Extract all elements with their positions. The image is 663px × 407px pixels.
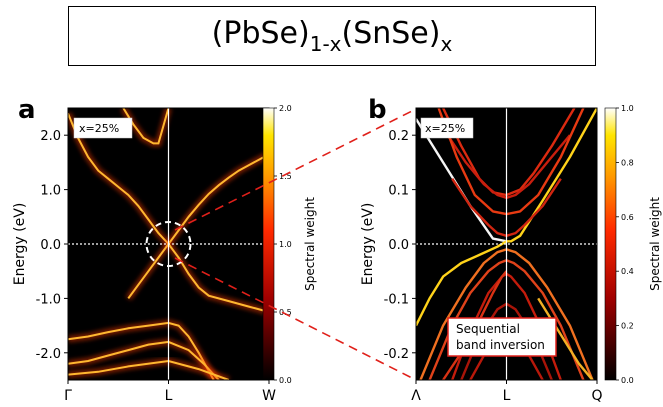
- title-part-2: (SnSe): [341, 16, 441, 51]
- colorbar-tick-label: 0.2: [621, 322, 634, 331]
- panel-a-overlay: [68, 108, 269, 380]
- inset-label-box: [447, 317, 557, 357]
- y-tick-label: -2.0: [36, 347, 61, 362]
- panel-a-annotation-box: [73, 117, 133, 139]
- colorbar-tick-label: 1.0: [621, 104, 634, 113]
- title-part-3: x: [440, 32, 453, 56]
- panel-b-colorbar: [604, 107, 617, 381]
- panel-a-y-axis: 2.0 1.0 0.0 -1.0 -2.0: [36, 129, 68, 362]
- x-tick-label: L: [165, 388, 173, 404]
- figure-title: (PbSe)1-x(SnSe)x: [68, 6, 596, 66]
- colorbar-tick-label: 0.0: [279, 376, 292, 385]
- title-part-1: 1-x: [309, 32, 342, 56]
- panel-b-annotation: x=25%: [425, 122, 465, 135]
- colorbar-tick-label: 0.0: [621, 376, 634, 385]
- x-tick-label: L: [503, 388, 511, 404]
- band-valence-left: [127, 243, 170, 299]
- panel-b-annotation-box: [420, 117, 474, 139]
- colorbar-tick-label: 2.0: [279, 104, 292, 113]
- y-tick-label: -1.0: [36, 292, 61, 307]
- y-tick-label: 0.2: [388, 129, 409, 144]
- band-v6: [442, 270, 508, 380]
- y-tick-label: 0.0: [388, 238, 409, 253]
- panel-a-colorbar: [262, 107, 275, 381]
- y-tick-label: 2.0: [40, 129, 61, 144]
- zoom-region-circle: [145, 221, 192, 267]
- title-part-0: (PbSe): [211, 16, 310, 51]
- x-tick-label: Q: [591, 388, 602, 404]
- x-tick-label: Λ: [411, 388, 421, 404]
- x-tick-label: Γ: [64, 388, 72, 404]
- y-tick-label: -0.2: [384, 347, 409, 362]
- colorbar-tick-label: 1.5: [279, 172, 292, 181]
- colorbar-tick-label: 0.4: [621, 267, 634, 276]
- band-deep-2: [68, 340, 220, 380]
- y-tick-label: -0.1: [384, 292, 409, 307]
- panel-b-colorbar-label: Spectral weight: [648, 197, 662, 291]
- panel-a-colorbar-ticks: 0.0 0.5 1.0 1.5 2.0: [274, 104, 292, 385]
- inset-label-line-2: band inversion: [456, 338, 545, 352]
- title-text: (PbSe)1-x(SnSe)x: [212, 16, 453, 56]
- panel-b-ylabel: Energy (eV): [360, 203, 376, 286]
- y-tick-label: 0.1: [388, 184, 409, 199]
- band-conduction-left: [68, 113, 170, 245]
- panel-a-ylabel: Energy (eV): [12, 203, 28, 286]
- colorbar-tick-label: 0.5: [279, 308, 292, 317]
- band-deep-3: [68, 359, 230, 380]
- panel-a-label: a: [18, 95, 36, 125]
- inset-label-line-1: Sequential: [456, 322, 520, 336]
- y-tick-label: 0.0: [40, 238, 61, 253]
- band-conduction-right: [167, 153, 269, 245]
- panel-b-y-axis: 0.2 0.1 0.0 -0.1 -0.2: [384, 129, 416, 362]
- x-tick-label: W: [262, 388, 276, 404]
- band-deep-1: [68, 321, 215, 380]
- colorbar-tick-label: 0.8: [621, 158, 634, 167]
- panel-b-label: b: [368, 95, 387, 125]
- panel-a-colorbar-label: Spectral weight: [303, 197, 317, 291]
- y-tick-label: 1.0: [40, 184, 61, 199]
- band-v7: [537, 297, 594, 380]
- panel-a-annotation: x=25%: [79, 122, 119, 135]
- panel-b-colorbar-ticks: 0.0 0.2 0.4 0.6 0.8 1.0: [616, 104, 634, 385]
- colorbar-tick-label: 1.0: [279, 240, 292, 249]
- colorbar-tick-label: 0.6: [621, 213, 634, 222]
